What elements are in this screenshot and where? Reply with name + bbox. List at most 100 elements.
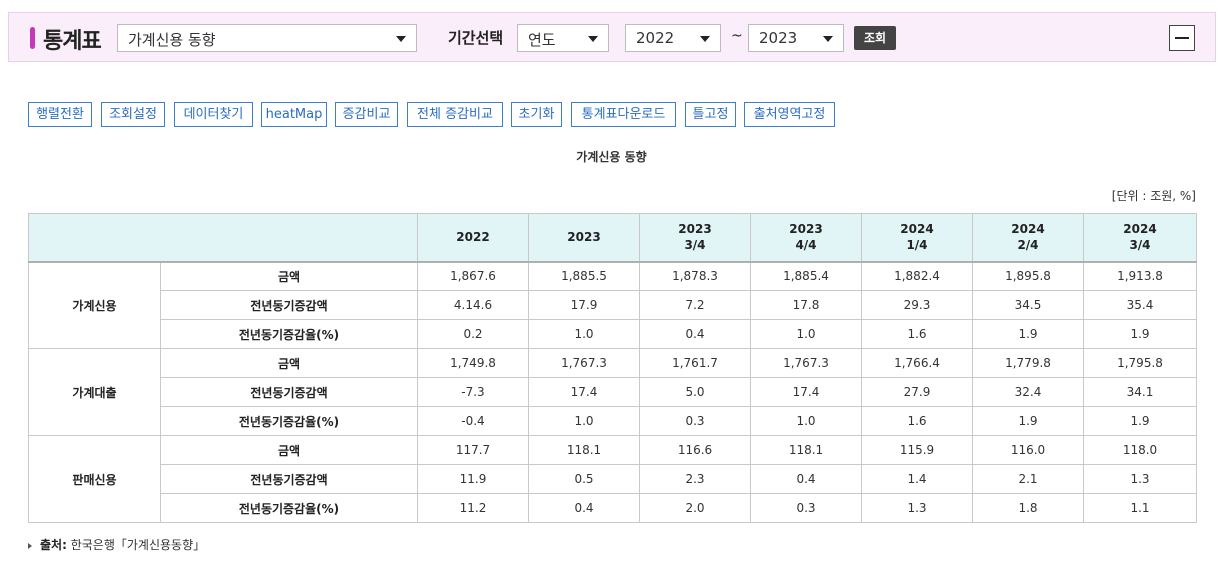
header-corner [28, 213, 418, 263]
table-cell: 0.4 [639, 319, 751, 349]
source-note: 출처: 한국은행「가계신용동향」 [28, 536, 205, 553]
table-cell: 2.3 [639, 464, 751, 494]
item-label: 금액 [160, 348, 418, 378]
table-cell: 7.2 [639, 290, 751, 320]
table-row: 가계신용 금액 1,867.6 1,885.5 1,878.3 1,885.4 … [28, 261, 1197, 349]
table-row: 전년동기증감율(%) -0.4 1.0 0.3 1.0 1.6 1.9 1.9 [29, 406, 1197, 436]
transpose-button[interactable]: 행렬전환 [28, 102, 92, 127]
title-accent-bar [30, 27, 35, 49]
table-cell: 34.1 [1083, 377, 1197, 407]
table-cell: 118.1 [528, 435, 640, 465]
end-year-value: 2023 [759, 29, 798, 47]
table-cell: 0.5 [528, 464, 640, 494]
unit-label: [단위 : 조원, %] [1111, 189, 1196, 203]
period-label: 기간선택 [448, 29, 504, 47]
table-cell: 1,749.8 [417, 348, 529, 378]
period-type-select[interactable]: 연도 [517, 24, 609, 52]
group-label: 가계대출 [28, 348, 161, 436]
table-cell: 11.2 [417, 493, 529, 523]
download-table-button[interactable]: 통계표다운로드 [571, 102, 676, 127]
table-cell: 118.0 [1083, 435, 1197, 465]
item-label: 금액 [160, 435, 418, 465]
column-header: 2023 4/4 [750, 213, 862, 263]
table-row: 전년동기증감율(%) 11.2 0.4 2.0 0.3 1.3 1.8 1.1 [29, 493, 1197, 523]
table-cell: 4.14.6 [417, 290, 529, 320]
column-header: 2023 [528, 213, 640, 263]
table-cell: 1,767.3 [528, 348, 640, 378]
item-label: 전년동기증감액 [160, 377, 418, 407]
chevron-down-icon [588, 36, 598, 42]
table-cell: 1.9 [972, 406, 1084, 436]
freeze-source-button[interactable]: 출처영역고정 [744, 102, 835, 127]
table-cell: 2.1 [972, 464, 1084, 494]
table-cell: 118.1 [750, 435, 862, 465]
item-label: 전년동기증감율(%) [160, 406, 418, 436]
chevron-down-icon [396, 36, 406, 42]
table-title: 가계신용 동향 [576, 150, 647, 164]
page-title: 통계표 [43, 29, 102, 54]
table-cell: 1,878.3 [639, 261, 751, 291]
table-cell: 1,767.3 [750, 348, 862, 378]
collapse-button[interactable] [1169, 25, 1195, 51]
column-header: 2022 [417, 213, 529, 263]
table-cell: 1.8 [972, 493, 1084, 523]
column-header: 2024 2/4 [972, 213, 1084, 263]
table-cell: 1.6 [861, 406, 973, 436]
item-label: 전년동기증감액 [160, 290, 418, 320]
reset-button[interactable]: 초기화 [511, 102, 562, 127]
table-cell: 17.4 [750, 377, 862, 407]
group-label: 판매신용 [28, 435, 161, 523]
table-row: 전년동기증감율(%) 0.2 1.0 0.4 1.0 1.6 1.9 1.9 [29, 319, 1197, 349]
compare-change-button[interactable]: 증감비교 [335, 102, 398, 127]
end-year-select[interactable]: 2023 [748, 24, 844, 52]
table-cell: 1,882.4 [861, 261, 973, 291]
table-cell: 1.4 [861, 464, 973, 494]
statistics-table: 2022 2023 2023 3/4 2023 4/4 2024 1/4 2024 2/… [28, 213, 1197, 523]
compare-all-change-button[interactable]: 전체 증감비교 [407, 102, 503, 127]
table-cell: 0.3 [750, 493, 862, 523]
table-cell: 1.6 [861, 319, 973, 349]
table-cell: 117.7 [417, 435, 529, 465]
table-cell: 116.0 [972, 435, 1084, 465]
table-cell: 17.8 [750, 290, 862, 320]
table-cell: 1.0 [528, 319, 640, 349]
table-row: 판매신용 금액 117.7 118.1 116.6 118.1 115.9 11… [28, 435, 1197, 523]
stat-table-header-bar: 통계표 가계신용 동향 기간선택 연도 2022 ~ 2023 조회 [8, 12, 1216, 62]
period-type-value: 연도 [528, 31, 556, 49]
start-year-value: 2022 [636, 29, 675, 47]
table-cell: 116.6 [639, 435, 751, 465]
table-row: 가계대출 금액 1,749.8 1,767.3 1,761.7 1,767.3 … [28, 348, 1197, 436]
table-cell: 115.9 [861, 435, 973, 465]
item-label: 전년동기증감율(%) [160, 319, 418, 349]
table-cell: 1.0 [750, 406, 862, 436]
table-cell: 1.3 [861, 493, 973, 523]
table-cell: 17.4 [528, 377, 640, 407]
table-row: 전년동기증감액 -7.3 17.4 5.0 17.4 27.9 32.4 34.… [29, 377, 1197, 407]
table-cell: 1.9 [1083, 319, 1197, 349]
item-label: 전년동기증감액 [160, 464, 418, 494]
bullet-triangle-icon [28, 542, 32, 549]
table-cell: 1,795.8 [1083, 348, 1197, 378]
item-label: 금액 [160, 261, 418, 291]
start-year-select[interactable]: 2022 [625, 24, 721, 52]
column-header: 2024 3/4 [1083, 213, 1197, 263]
stat-table-select[interactable]: 가계신용 동향 [117, 24, 417, 52]
table-cell: 2.0 [639, 493, 751, 523]
table-cell: -0.4 [417, 406, 529, 436]
table-header-row: 2022 2023 2023 3/4 2023 4/4 2024 1/4 2024 2/… [28, 213, 1197, 263]
table-cell: 0.4 [750, 464, 862, 494]
find-data-button[interactable]: 데이터찾기 [174, 102, 253, 127]
table-cell: 1.3 [1083, 464, 1197, 494]
chevron-down-icon [823, 36, 833, 42]
query-button[interactable]: 조회 [854, 26, 896, 50]
freeze-panes-button[interactable]: 틀고정 [685, 102, 736, 127]
table-cell: 1,895.8 [972, 261, 1084, 291]
table-cell: 35.4 [1083, 290, 1197, 320]
column-header: 2024 1/4 [861, 213, 973, 263]
heatmap-button[interactable]: heatMap [261, 102, 327, 127]
table-cell: 0.2 [417, 319, 529, 349]
query-settings-button[interactable]: 조회설정 [101, 102, 165, 127]
table-cell: 1,761.7 [639, 348, 751, 378]
table-cell: 1.0 [528, 406, 640, 436]
table-cell: 1.1 [1083, 493, 1197, 523]
